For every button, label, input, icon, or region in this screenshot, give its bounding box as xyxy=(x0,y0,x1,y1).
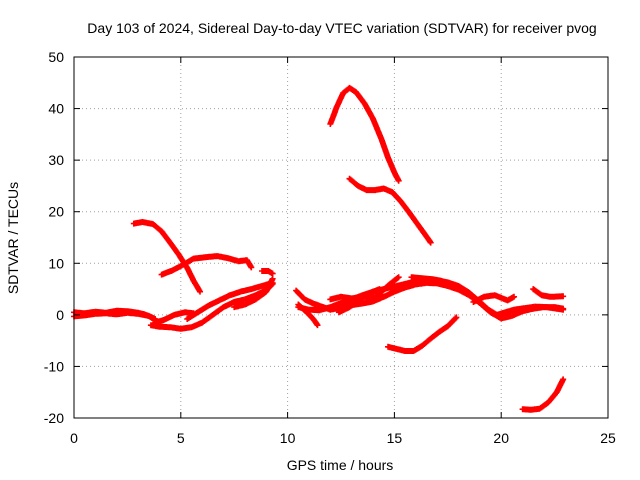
series-arc-22 xyxy=(335,286,383,316)
series-arc-18 xyxy=(346,175,434,246)
series-arc-16 xyxy=(470,292,518,305)
data-point-markers xyxy=(209,304,226,318)
data-point-markers xyxy=(397,198,412,215)
x-tick-label: 10 xyxy=(280,430,296,446)
series-arc-9 xyxy=(158,253,255,278)
y-tick-label: -10 xyxy=(44,358,64,374)
data-point xyxy=(248,264,255,271)
data-point xyxy=(376,286,383,293)
x-tick-label: 20 xyxy=(493,430,509,446)
data-point xyxy=(560,376,567,383)
data-point xyxy=(269,270,276,277)
y-tick-label: 20 xyxy=(48,204,64,220)
data-point-markers xyxy=(406,209,421,227)
data-point-markers xyxy=(199,312,215,326)
x-tick-label: 15 xyxy=(387,430,403,446)
plot-frame xyxy=(73,56,609,419)
data-point-markers xyxy=(194,303,211,316)
data-point xyxy=(560,293,567,300)
data-point-markers xyxy=(419,336,433,349)
series-arc-15 xyxy=(408,274,445,284)
data-point-markers xyxy=(158,228,173,245)
series-arc-21 xyxy=(530,286,567,300)
y-tick-label: 10 xyxy=(48,255,64,271)
y-tick-label: 40 xyxy=(48,101,64,117)
data-point-markers xyxy=(553,377,566,396)
data-point-markers xyxy=(150,221,164,234)
series-arc-19 xyxy=(385,314,460,354)
x-axis-ticks: 0 5 10 15 20 25 xyxy=(70,57,616,446)
series-arc-6 xyxy=(231,275,276,311)
data-point-markers xyxy=(190,254,209,262)
data-point-markers xyxy=(427,329,442,342)
data-point xyxy=(511,293,518,300)
data-point-markers xyxy=(263,276,276,295)
y-tick-label: -20 xyxy=(44,410,64,426)
y-tick-label: 30 xyxy=(48,152,64,168)
data-point xyxy=(197,288,204,295)
data-point xyxy=(395,177,402,184)
data-point xyxy=(560,306,567,313)
data-point-markers xyxy=(455,283,472,295)
series-arc-12 xyxy=(295,301,321,329)
series-arc-4 xyxy=(152,309,197,326)
series-arc-7 xyxy=(259,268,276,277)
data-point-markers xyxy=(346,175,360,188)
data-point xyxy=(314,322,321,329)
data-point-markers xyxy=(353,89,367,106)
y-axis-label: SDTVAR / TECUs xyxy=(5,182,21,294)
data-point-markers xyxy=(293,287,307,302)
x-tick-label: 0 xyxy=(70,430,78,446)
data-point-markers xyxy=(370,115,385,142)
series-arc-14 xyxy=(370,274,402,303)
data-point xyxy=(395,274,402,281)
data-point-markers xyxy=(444,315,459,330)
data-point-markers xyxy=(346,297,363,311)
series-arc-2 xyxy=(71,309,159,324)
data-point-markers xyxy=(378,136,391,160)
data-point-markers xyxy=(333,91,346,110)
data-point-markers xyxy=(389,189,403,204)
data-point-markers xyxy=(414,221,429,239)
data-point-markers xyxy=(167,239,181,257)
data-point-markers xyxy=(184,309,200,322)
data-point-markers xyxy=(361,100,376,121)
data-point-markers xyxy=(327,105,340,127)
data-point-markers xyxy=(303,309,316,321)
grid-lines xyxy=(74,57,608,418)
x-tick-label: 5 xyxy=(177,430,185,446)
data-point-markers xyxy=(184,264,196,283)
series-arc-20 xyxy=(519,376,567,413)
data-point-markers xyxy=(370,289,384,303)
data-points xyxy=(71,84,567,413)
data-point-markers xyxy=(491,292,510,303)
data-point-markers xyxy=(295,301,309,315)
chart-title: Day 103 of 2024, Sidereal Day-to-day VTE… xyxy=(87,20,596,36)
data-point-markers xyxy=(545,390,559,406)
data-point xyxy=(269,275,276,282)
data-point xyxy=(453,314,460,321)
data-point xyxy=(380,293,387,300)
series-arc-8 xyxy=(130,219,204,295)
y-axis-ticks: -20 -10 0 10 20 30 40 50 xyxy=(44,49,608,426)
data-point-markers xyxy=(252,289,269,303)
data-point-markers xyxy=(385,154,397,175)
y-tick-label: 0 xyxy=(56,307,64,323)
data-point xyxy=(438,277,445,284)
data-point-markers xyxy=(357,290,373,303)
x-tick-label: 25 xyxy=(600,430,616,446)
data-point xyxy=(427,239,434,246)
y-tick-label: 50 xyxy=(48,49,64,65)
data-point-markers xyxy=(378,281,393,295)
series-arc-17 xyxy=(327,84,402,184)
x-axis-label: GPS time / hours xyxy=(287,457,394,473)
